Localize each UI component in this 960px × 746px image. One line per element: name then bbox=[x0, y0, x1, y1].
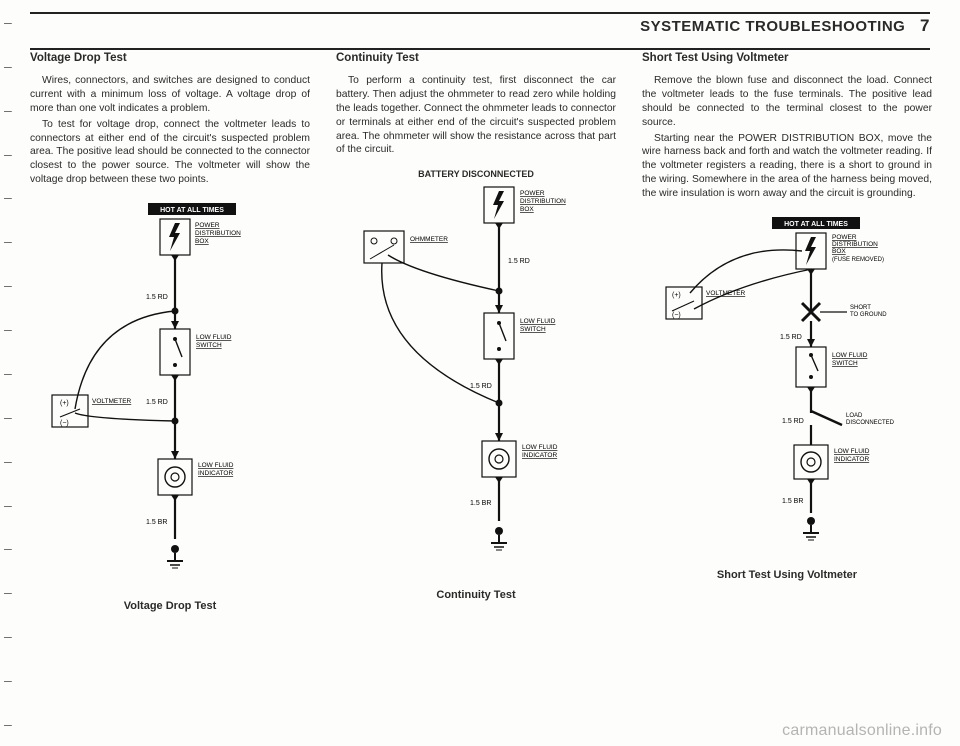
svg-text:INDICATOR: INDICATOR bbox=[834, 456, 869, 463]
col3-caption: Short Test Using Voltmeter bbox=[642, 569, 932, 581]
battery-disconnected-label: BATTERY DISCONNECTED bbox=[336, 169, 616, 179]
svg-text:1.5 BR: 1.5 BR bbox=[146, 519, 167, 526]
column-continuity: Continuity Test To perform a continuity … bbox=[336, 52, 616, 612]
svg-text:DISCONNECTED: DISCONNECTED bbox=[846, 420, 895, 426]
svg-text:1.5 RD: 1.5 RD bbox=[780, 334, 802, 341]
diagram-continuity: BATTERY DISCONNECTED POWER DISTRIBUTION … bbox=[336, 169, 616, 583]
svg-text:1.5 RD: 1.5 RD bbox=[508, 258, 530, 265]
svg-text:INDICATOR: INDICATOR bbox=[198, 470, 233, 477]
svg-text:(−): (−) bbox=[672, 312, 681, 319]
column-short-test: Short Test Using Voltmeter Remove the bl… bbox=[642, 52, 932, 612]
col2-title: Continuity Test bbox=[336, 52, 616, 64]
col2-caption: Continuity Test bbox=[336, 589, 616, 601]
col3-title: Short Test Using Voltmeter bbox=[642, 52, 932, 64]
svg-text:DISTRIBUTION: DISTRIBUTION bbox=[832, 241, 878, 248]
svg-text:LOW FLUID: LOW FLUID bbox=[832, 352, 868, 359]
svg-text:1.5 RD: 1.5 RD bbox=[146, 294, 168, 301]
svg-text:TO GROUND: TO GROUND bbox=[850, 312, 887, 318]
svg-text:HOT AT ALL TIMES: HOT AT ALL TIMES bbox=[160, 207, 224, 214]
svg-text:SWITCH: SWITCH bbox=[832, 360, 858, 367]
rule-top bbox=[30, 12, 930, 14]
col1-caption: Voltage Drop Test bbox=[30, 600, 310, 612]
svg-text:LOW FLUID: LOW FLUID bbox=[520, 318, 556, 325]
svg-text:INDICATOR: INDICATOR bbox=[522, 452, 557, 459]
svg-text:POWER: POWER bbox=[520, 190, 545, 197]
svg-text:1.5 RD: 1.5 RD bbox=[782, 418, 804, 425]
page-number: 7 bbox=[920, 16, 930, 35]
svg-text:POWER: POWER bbox=[832, 234, 857, 241]
svg-text:POWER: POWER bbox=[195, 222, 220, 229]
svg-text:LOW FLUID: LOW FLUID bbox=[196, 334, 232, 341]
svg-text:1.5 RD: 1.5 RD bbox=[470, 383, 492, 390]
svg-text:BOX: BOX bbox=[195, 238, 209, 245]
svg-text:DISTRIBUTION: DISTRIBUTION bbox=[195, 230, 241, 237]
svg-text:DISTRIBUTION: DISTRIBUTION bbox=[520, 198, 566, 205]
watermark: carmanualsonline.info bbox=[782, 722, 942, 740]
page-header: SYSTEMATIC TROUBLESHOOTING 7 bbox=[30, 16, 930, 36]
svg-text:(FUSE REMOVED): (FUSE REMOVED) bbox=[832, 257, 884, 263]
svg-text:SWITCH: SWITCH bbox=[520, 326, 546, 333]
svg-text:(+): (+) bbox=[60, 400, 69, 407]
column-voltage-drop: Voltage Drop Test Wires, connectors, and… bbox=[30, 52, 310, 612]
svg-text:(+): (+) bbox=[672, 292, 681, 299]
svg-text:SWITCH: SWITCH bbox=[196, 342, 222, 349]
svg-text:HOT AT ALL TIMES: HOT AT ALL TIMES bbox=[784, 221, 848, 228]
diagram-short-test: HOT AT ALL TIMES POWER DISTRIBUTION BOX … bbox=[642, 213, 932, 563]
svg-text:OHMMETER: OHMMETER bbox=[410, 236, 448, 243]
svg-text:1.5 RD: 1.5 RD bbox=[146, 399, 168, 406]
diagram-voltage-drop: HOT AT ALL TIMES POWER DISTRIBUTION BOX … bbox=[30, 199, 310, 594]
svg-text:LOW FLUID: LOW FLUID bbox=[834, 448, 870, 455]
col3-p1: Remove the blown fuse and disconnect the… bbox=[642, 74, 932, 130]
svg-text:LOW FLUID: LOW FLUID bbox=[522, 444, 558, 451]
svg-text:VOLTMETER: VOLTMETER bbox=[706, 290, 746, 297]
svg-text:SHORT: SHORT bbox=[850, 305, 871, 311]
col1-p2: To test for voltage drop, connect the vo… bbox=[30, 118, 310, 187]
svg-text:VOLTMETER: VOLTMETER bbox=[92, 398, 132, 405]
rule-under bbox=[30, 48, 930, 50]
col1-p1: Wires, connectors, and switches are desi… bbox=[30, 74, 310, 116]
svg-text:1.5 BR: 1.5 BR bbox=[470, 500, 491, 507]
svg-text:LOAD: LOAD bbox=[846, 413, 863, 419]
col3-p2: Starting near the POWER DISTRIBUTION BOX… bbox=[642, 132, 932, 201]
svg-text:LOW FLUID: LOW FLUID bbox=[198, 462, 234, 469]
col2-p1: To perform a continuity test, first disc… bbox=[336, 74, 616, 157]
svg-text:BOX: BOX bbox=[832, 248, 846, 255]
header-title: SYSTEMATIC TROUBLESHOOTING bbox=[640, 18, 905, 35]
col1-title: Voltage Drop Test bbox=[30, 52, 310, 64]
svg-text:1.5 BR: 1.5 BR bbox=[782, 498, 803, 505]
svg-text:BOX: BOX bbox=[520, 206, 534, 213]
svg-text:(−): (−) bbox=[60, 420, 69, 427]
